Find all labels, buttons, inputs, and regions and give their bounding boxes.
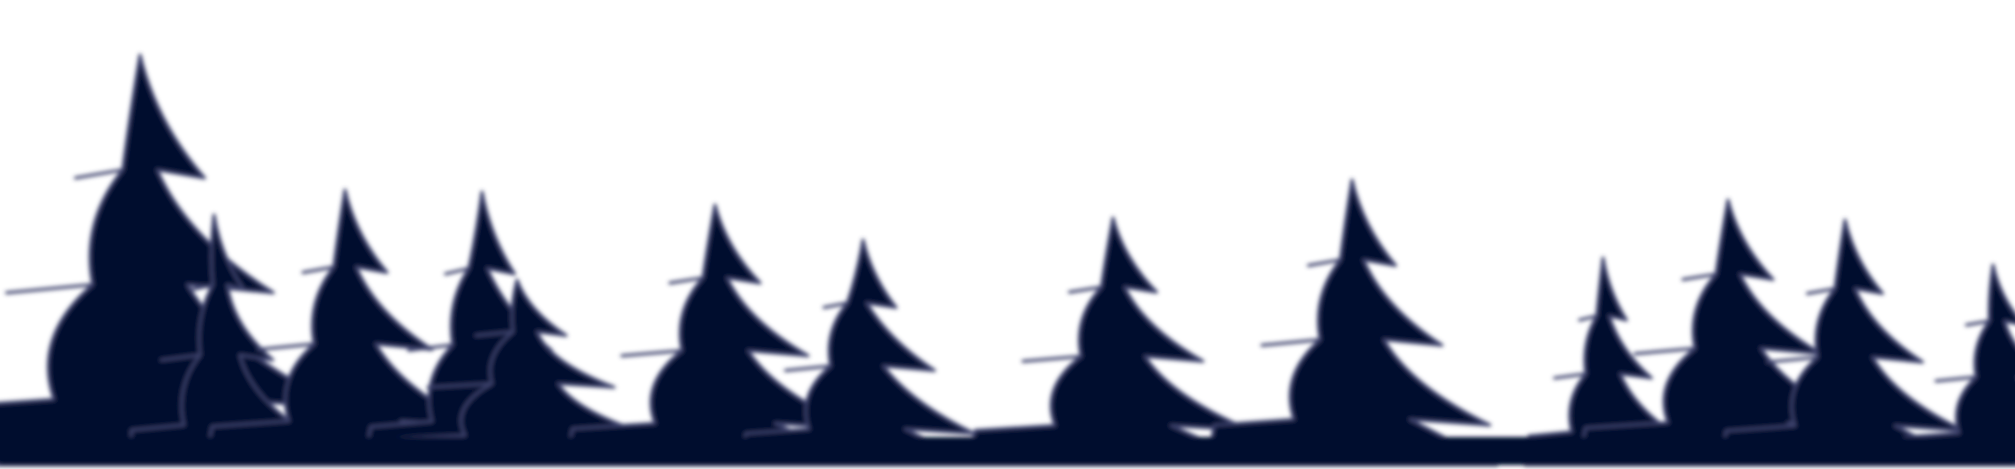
pine-tree-icon [1900,263,2015,467]
pine-tree-icon [1205,178,1499,467]
ground-band [0,437,2015,465]
pine-tree-icon [966,216,1260,467]
